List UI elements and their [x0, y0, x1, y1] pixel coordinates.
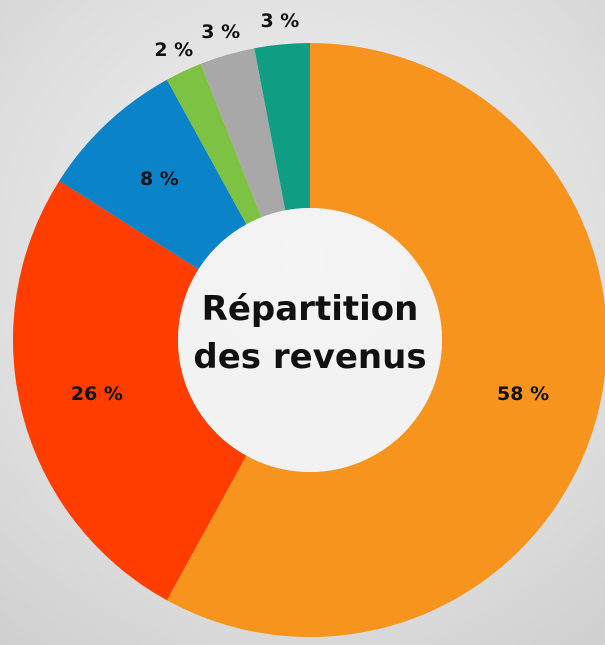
donut-slice — [166, 43, 605, 637]
data-label: 3 % — [201, 21, 240, 43]
data-label: 26 % — [71, 383, 123, 405]
data-label: 3 % — [260, 10, 299, 32]
data-label: 58 % — [497, 383, 549, 405]
donut-slice — [12, 180, 247, 601]
donut-slice — [200, 48, 286, 218]
donut-slice — [254, 43, 310, 211]
chart-title: Répartition des revenus — [193, 289, 427, 377]
donut-slice — [166, 63, 262, 225]
donut-slice — [59, 79, 247, 270]
data-label: 2 % — [154, 39, 193, 61]
data-label: 8 % — [140, 168, 179, 190]
donut-hole — [178, 208, 442, 472]
